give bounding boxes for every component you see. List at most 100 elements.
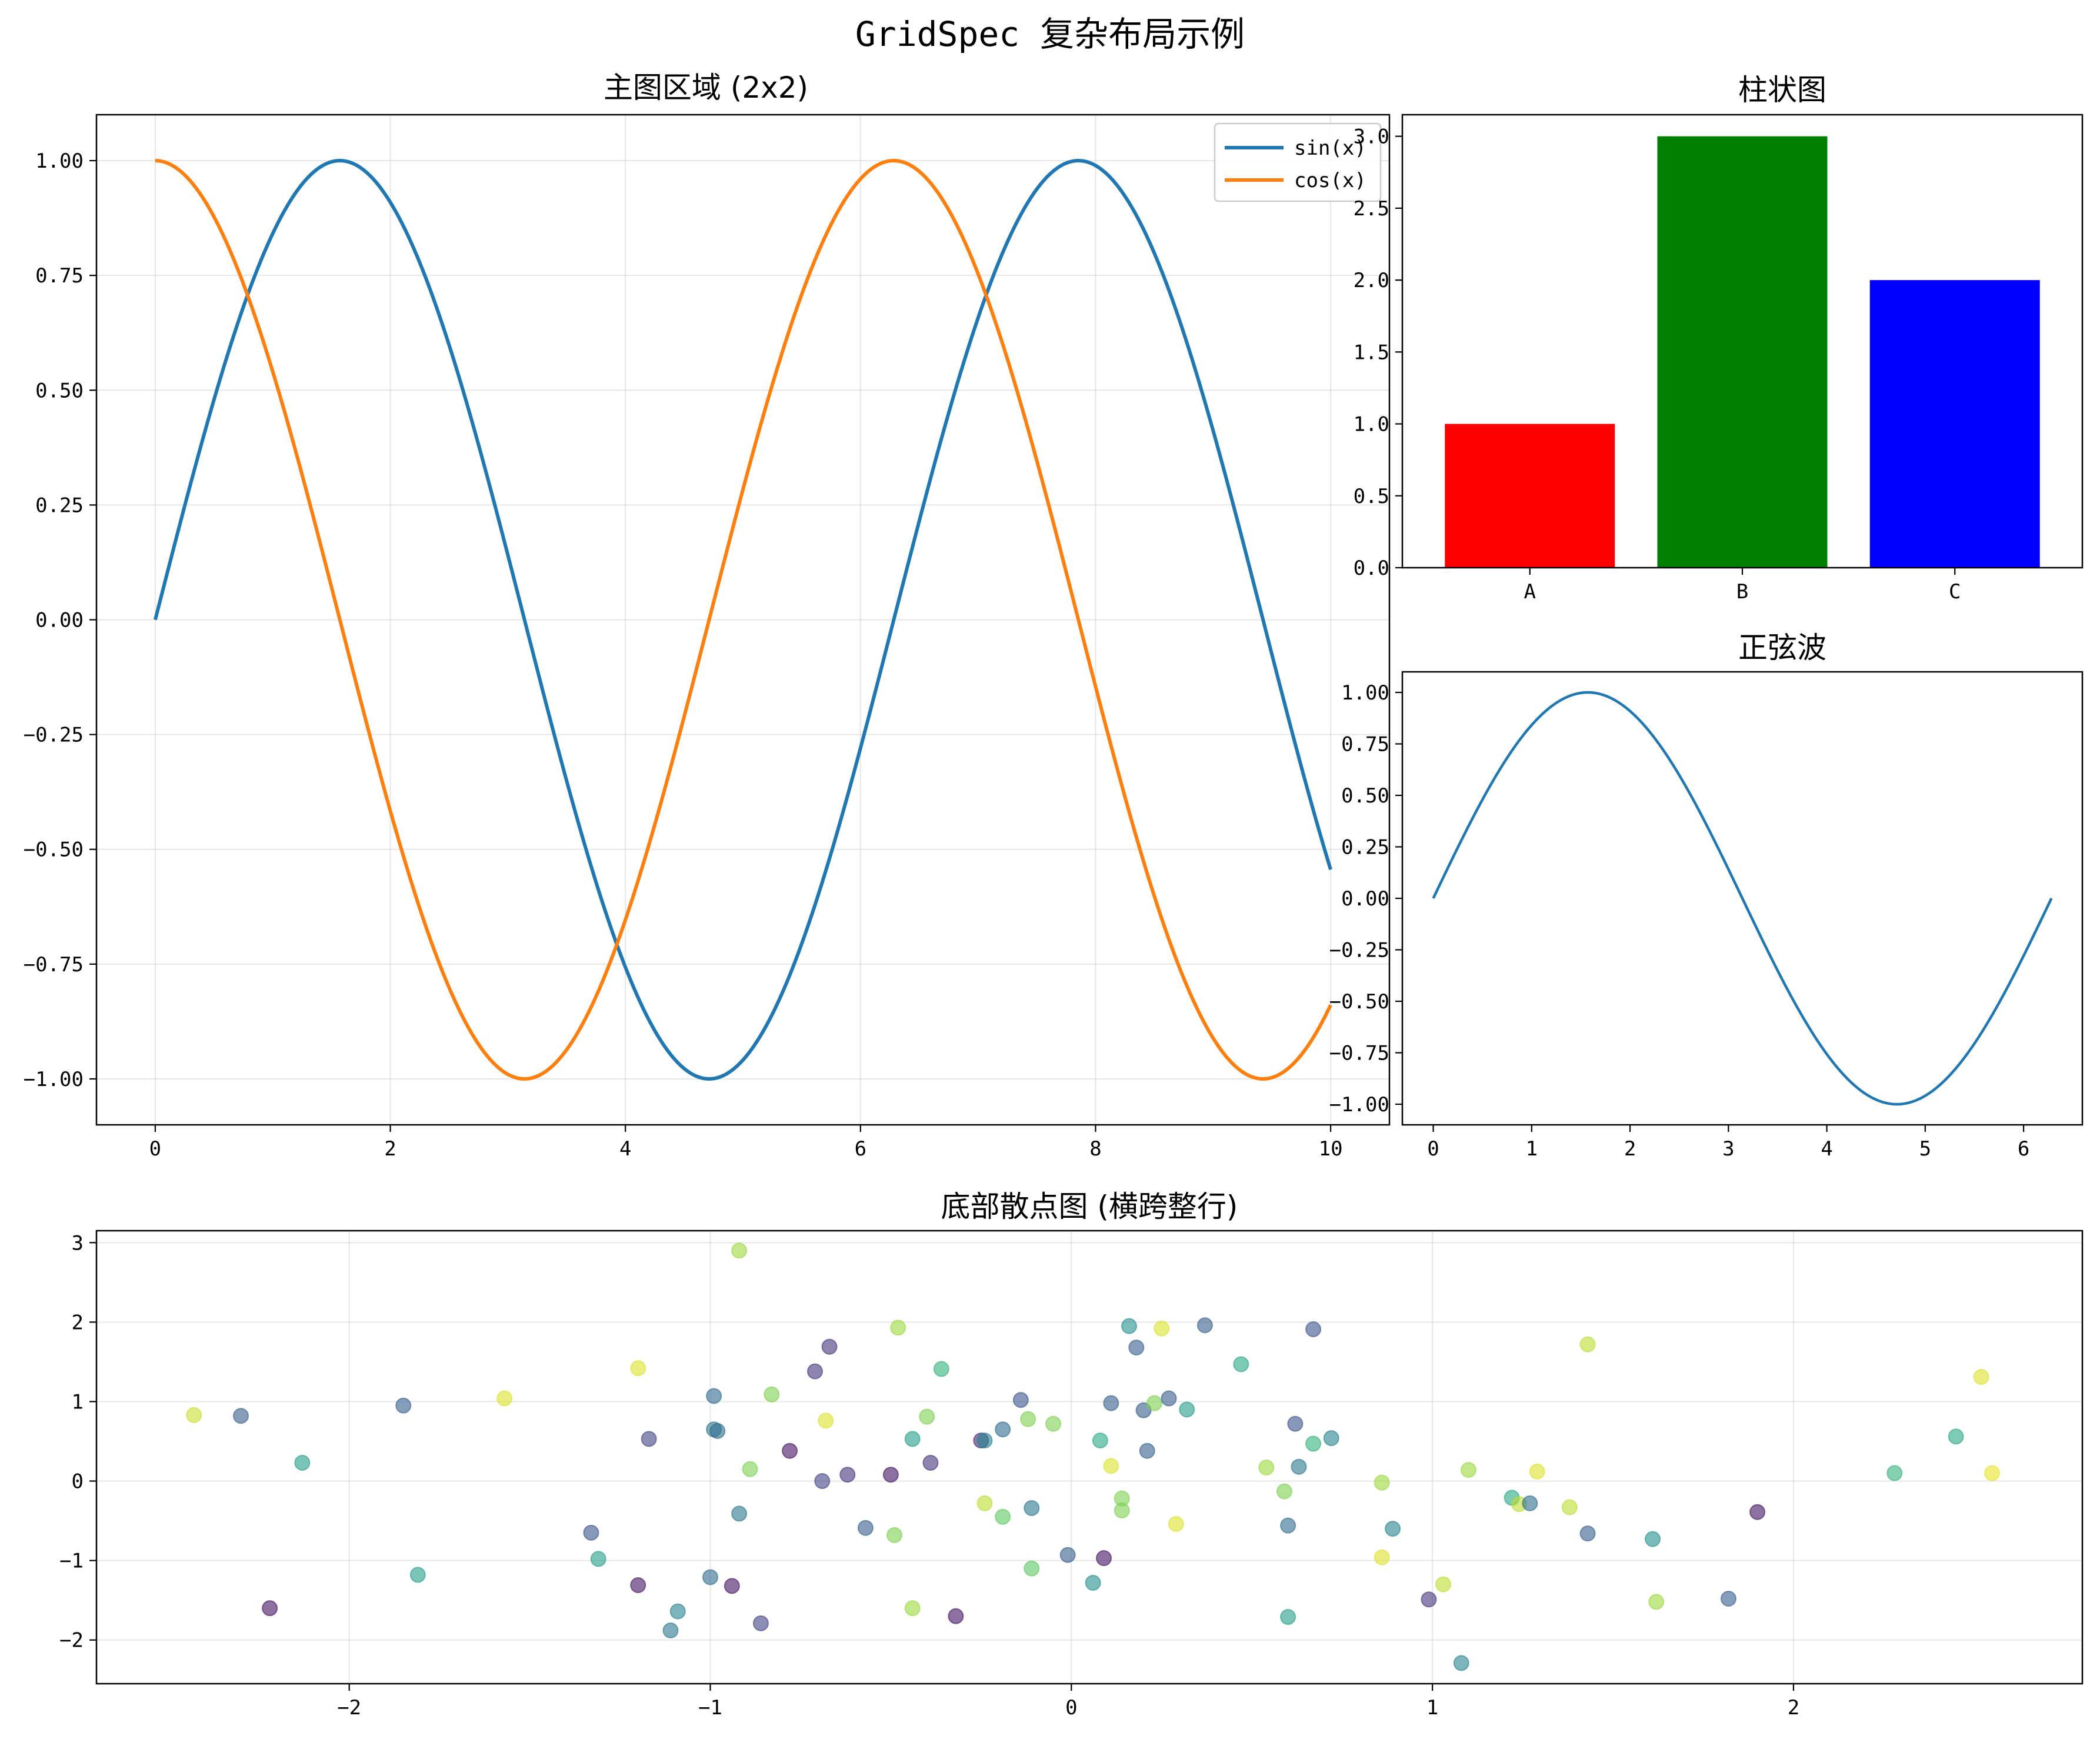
scatter-panel-plot-area [186, 1242, 2001, 1671]
main-y-tick-label: 0.00 [35, 609, 84, 632]
scatter-x-tick-label: −1 [698, 1696, 722, 1720]
main-y-tick-label: −1.00 [24, 1068, 84, 1091]
scatter-point [1280, 1609, 1296, 1625]
main-x-tick-label: 2 [384, 1137, 396, 1161]
scatter-point [1435, 1576, 1452, 1593]
scatter-y-tick-label: −2 [59, 1629, 84, 1653]
sine-x-tick-label: 5 [1919, 1137, 1931, 1161]
scatter-point [724, 1578, 740, 1594]
sine-y-tick-label: 0.50 [1341, 784, 1389, 808]
main-y-tick-label: −0.75 [24, 953, 84, 977]
scatter-point [814, 1473, 831, 1490]
scatter-point [233, 1408, 249, 1424]
scatter-x-tick-label: −2 [337, 1696, 361, 1720]
main-series-line-cos [155, 159, 1332, 1081]
scatter-point [782, 1442, 798, 1459]
scatter-point [1024, 1560, 1040, 1577]
sine-panel-y-axis: 1.00 0.75 0.50 0.25 0.00 −0.25 −0.50 −0.75 −1.00 [1329, 681, 1402, 1117]
scatter-point [922, 1454, 939, 1471]
bar-A [1445, 424, 1615, 568]
scatter-point [709, 1422, 726, 1439]
main-line-panel: 主图区域 (2x2) 0 2 4 6 8 10 1.00 0.75 0.50 0.25 0.00 −… [24, 71, 1391, 1161]
scatter-y-tick-label: 2 [72, 1311, 84, 1334]
scatter-x-tick-label: 0 [1065, 1696, 1077, 1720]
sine-x-tick-label: 2 [1624, 1137, 1636, 1161]
sine-y-tick-label: 0.25 [1341, 836, 1389, 859]
scatter-point [904, 1600, 921, 1617]
scatter-point [818, 1412, 834, 1429]
scatter-y-tick-label: 1 [72, 1390, 84, 1414]
scatter-point [948, 1608, 964, 1624]
scatter-y-tick-label: −1 [59, 1550, 84, 1573]
scatter-panel-frame [95, 1230, 2084, 1685]
sine-y-tick-label: −0.25 [1329, 939, 1389, 962]
scatter-point [1276, 1483, 1292, 1500]
main-y-tick-label: 1.00 [35, 149, 84, 173]
scatter-point [1020, 1411, 1036, 1427]
scatter-point [731, 1505, 748, 1522]
sine-panel-title: 正弦波 [1738, 631, 1826, 665]
sine-y-tick-label: 0.00 [1341, 887, 1389, 911]
main-panel-y-axis: 1.00 0.75 0.50 0.25 0.00 −0.25 −0.50 −0.75 −1.00 [24, 149, 96, 1091]
bar-panel-title: 柱状图 [1738, 73, 1826, 107]
bar-y-tick-label: 3.0 [1354, 125, 1389, 149]
scatter-point [1645, 1531, 1661, 1547]
scatter-x-tick-label: 2 [1788, 1696, 1799, 1720]
scatter-point [1305, 1435, 1322, 1452]
scatter-y-tick-label: 3 [72, 1231, 84, 1255]
sine-panel: 正弦波 0 1 2 3 4 5 6 1.00 0.75 0.50 0.25 0.00 −0.25 −0.… [1329, 631, 2084, 1161]
scatter-point [1179, 1401, 1195, 1418]
scatter-point [583, 1524, 599, 1541]
scatter-point [1146, 1395, 1162, 1411]
sine-x-tick-label: 4 [1821, 1137, 1832, 1161]
scatter-point [821, 1338, 838, 1355]
scatter-point [702, 1569, 718, 1585]
scatter-point [806, 1363, 823, 1380]
scatter-panel-x-axis: −2 −1 0 1 2 [337, 1684, 1799, 1720]
scatter-point [742, 1461, 758, 1477]
scatter-point [919, 1408, 935, 1425]
bar-y-tick-label: 2.5 [1354, 197, 1389, 221]
main-panel-x-axis: 0 2 4 6 8 10 [149, 1125, 1343, 1161]
main-y-tick-label: 0.25 [35, 494, 84, 517]
scatter-point [1161, 1390, 1177, 1407]
scatter-point [1128, 1340, 1145, 1356]
main-x-tick-label: 6 [855, 1137, 866, 1161]
sine-panel-x-axis: 0 1 2 3 4 5 6 [1427, 1125, 2029, 1161]
scatter-panel-y-axis: 3 2 1 0 −1 −2 [59, 1231, 96, 1653]
sine-y-tick-label: 1.00 [1341, 681, 1389, 705]
sine-x-tick-label: 3 [1722, 1137, 1734, 1161]
bar-C [1869, 280, 2040, 568]
scatter-point [1305, 1321, 1322, 1338]
scatter-point [1461, 1462, 1477, 1478]
scatter-point [752, 1615, 769, 1631]
scatter-point [933, 1361, 949, 1377]
sine-y-tick-label: 0.75 [1341, 733, 1389, 757]
scatter-point [294, 1454, 311, 1471]
scatter-point [1648, 1594, 1665, 1610]
scatter-point [641, 1431, 657, 1447]
scatter-x-tick-label: 1 [1426, 1696, 1438, 1720]
bar-x-tick-label: C [1949, 580, 1961, 604]
sine-x-tick-label: 1 [1526, 1137, 1538, 1161]
scatter-point [1291, 1458, 1307, 1475]
bar-y-tick-label: 2.0 [1354, 269, 1389, 292]
bar-x-tick-label: A [1524, 580, 1536, 604]
scatter-y-tick-label: 0 [72, 1470, 84, 1494]
main-series-line-sin [154, 159, 1332, 1081]
scatter-point [976, 1432, 993, 1449]
scatter-point [409, 1567, 426, 1583]
scatter-point [395, 1397, 412, 1414]
main-panel-grid [96, 115, 1389, 1125]
scatter-point [590, 1551, 606, 1567]
scatter-point [904, 1431, 921, 1447]
scatter-panel-title: 底部散点图 (横跨整行) [941, 1190, 1238, 1224]
sine-x-tick-label: 6 [2018, 1137, 2029, 1161]
scatter-point [882, 1467, 899, 1483]
sine-y-tick-label: −0.75 [1329, 1042, 1389, 1065]
scatter-point [496, 1390, 513, 1407]
main-x-tick-label: 0 [149, 1137, 161, 1161]
scatter-point [1154, 1320, 1170, 1337]
sine-series-line-0 [1432, 691, 2053, 1106]
main-panel-title: 主图区域 (2x2) [604, 71, 808, 105]
